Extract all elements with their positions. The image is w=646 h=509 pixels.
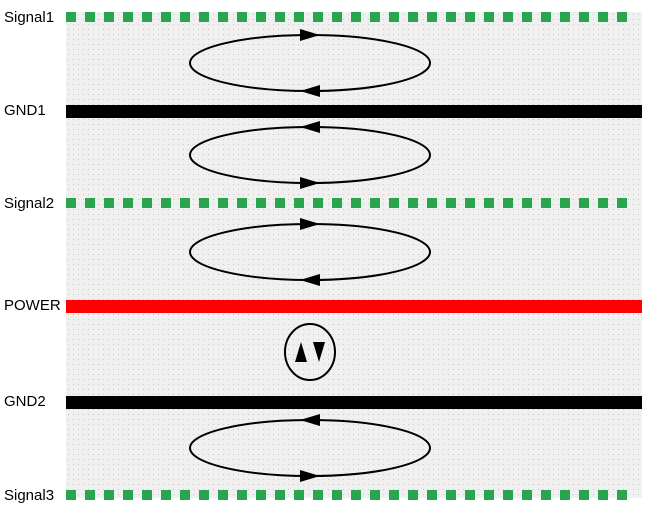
arrow-up-icon [295, 342, 307, 362]
arrow-down-icon [313, 342, 325, 362]
loop-loop1 [170, 15, 450, 111]
arrow-right-icon [300, 177, 320, 189]
loop-loop5 [170, 400, 450, 496]
label-gnd2: GND2 [4, 393, 46, 410]
arrow-right-icon [300, 470, 320, 482]
loop-loop3 [170, 204, 450, 300]
arrow-left-icon [300, 85, 320, 97]
arrow-left-icon [300, 414, 320, 426]
label-signal2: Signal2 [4, 195, 54, 212]
arrow-left-icon [300, 274, 320, 286]
arrow-right-icon [300, 218, 320, 230]
arrow-left-icon [300, 121, 320, 133]
loop-loop2 [170, 107, 450, 203]
loop-loop4 [265, 304, 355, 400]
label-signal3: Signal3 [4, 487, 54, 504]
label-power: POWER [4, 297, 61, 314]
label-signal1: Signal1 [4, 9, 54, 26]
arrow-right-icon [300, 29, 320, 41]
label-gnd1: GND1 [4, 102, 46, 119]
